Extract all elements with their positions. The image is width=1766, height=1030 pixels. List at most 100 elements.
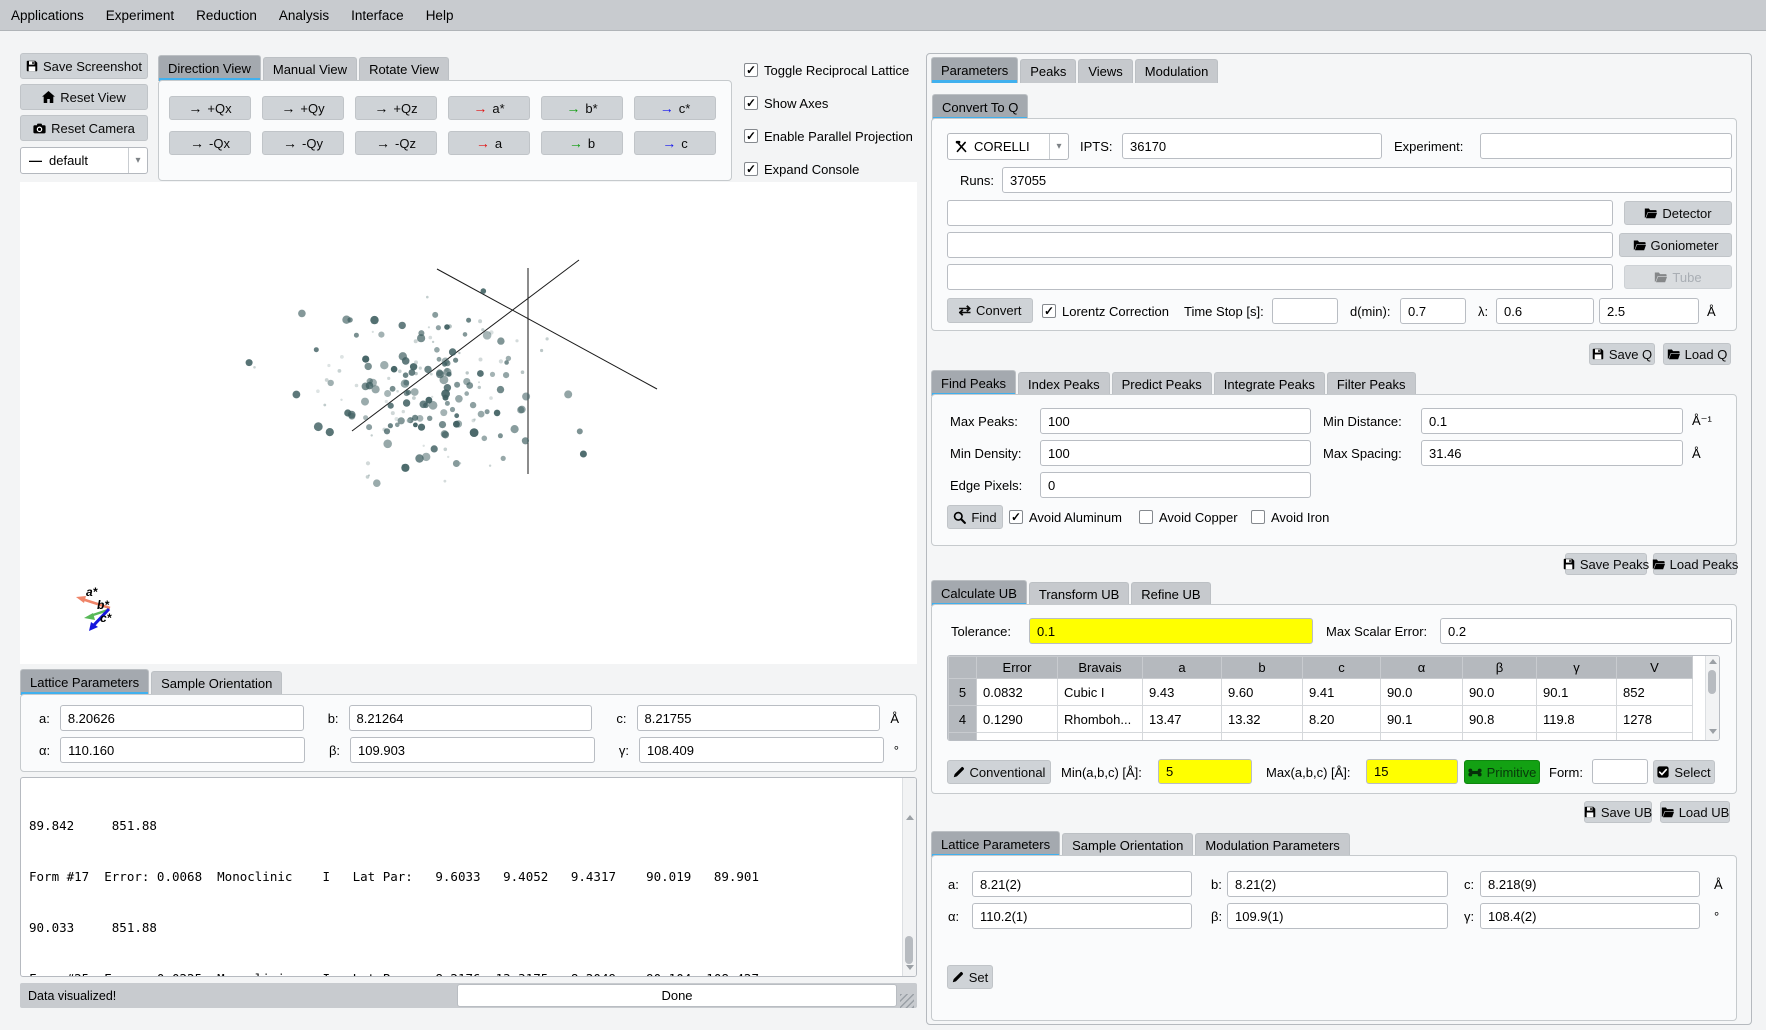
table-row[interactable]: 5 0.0832 Cubic I 9.43 9.60 9.41 90.0 90.0 90… xyxy=(948,678,1693,706)
save-peaks-button[interactable]: Save Peaks xyxy=(1563,553,1649,575)
menu-applications[interactable]: Applications xyxy=(11,7,84,23)
select-button[interactable]: Select xyxy=(1653,760,1715,784)
gamma-field[interactable]: 108.4(2) xyxy=(1480,903,1700,929)
ipts-field[interactable]: 36170 xyxy=(1122,133,1382,159)
menu-interface[interactable]: Interface xyxy=(351,7,404,23)
view-c-star-button[interactable]: → c* xyxy=(634,96,716,120)
preset-combobox[interactable]: — default ▾ xyxy=(20,147,148,174)
tab-views[interactable]: Views xyxy=(1078,59,1133,83)
find-button[interactable]: Find xyxy=(947,505,1003,529)
min-distance-field[interactable]: 0.1 xyxy=(1421,408,1683,434)
save-q-button[interactable]: Save Q xyxy=(1589,343,1655,365)
view-b-button[interactable]: → b xyxy=(541,131,623,155)
scroll-up-icon[interactable] xyxy=(905,815,914,820)
edge-pixels-field[interactable]: 0 xyxy=(1040,472,1311,498)
view-a-star-button[interactable]: → a* xyxy=(448,96,530,120)
max-scalar-error-field[interactable]: 0.2 xyxy=(1440,618,1732,644)
tab-peaks[interactable]: Peaks xyxy=(1020,59,1077,83)
tab-predict-peaks[interactable]: Predict Peaks xyxy=(1111,372,1212,396)
scroll-down-icon[interactable] xyxy=(905,965,914,970)
avoid-iron-checkbox[interactable]: Avoid Iron xyxy=(1251,504,1329,530)
view-c-button[interactable]: → c xyxy=(634,131,716,155)
view-plus-qx-button[interactable]: → +Qx xyxy=(169,96,251,120)
view-minus-qz-button[interactable]: → -Qz xyxy=(355,131,437,155)
scroll-down-icon[interactable] xyxy=(1708,729,1717,734)
instrument-combobox[interactable]: CORELLI ▾ xyxy=(947,133,1069,160)
detector-file-field[interactable] xyxy=(947,200,1613,226)
detector-button[interactable]: Detector xyxy=(1624,201,1732,225)
toggle-reciprocal-lattice-checkbox[interactable]: ✓ Toggle Reciprocal Lattice xyxy=(744,62,910,78)
tab-parameters[interactable]: Parameters xyxy=(931,57,1019,83)
beta-field[interactable]: 109.903 xyxy=(350,737,595,763)
conventional-button[interactable]: Conventional xyxy=(947,760,1051,784)
tube-file-field[interactable] xyxy=(947,264,1613,290)
min-density-field[interactable]: 100 xyxy=(1040,440,1311,466)
tab-index-peaks[interactable]: Index Peaks xyxy=(1018,372,1110,396)
menu-help[interactable]: Help xyxy=(425,7,454,23)
lambda-max-field[interactable]: 2.5 xyxy=(1599,298,1699,324)
show-axes-checkbox[interactable]: ✓ Show Axes xyxy=(744,95,829,111)
convert-button[interactable]: ⇄ Convert xyxy=(947,298,1033,323)
goniometer-button[interactable]: Goniometer xyxy=(1619,233,1732,257)
tab-transform-ub[interactable]: Transform UB xyxy=(1028,582,1130,606)
view-minus-qx-button[interactable]: → -Qx xyxy=(169,131,251,155)
a-field[interactable]: 8.20626 xyxy=(59,705,304,731)
menu-experiment[interactable]: Experiment xyxy=(105,7,175,23)
view-plus-qy-button[interactable]: → +Qy xyxy=(262,96,344,120)
view-plus-qz-button[interactable]: → +Qz xyxy=(355,96,437,120)
max-spacing-field[interactable]: 31.46 xyxy=(1421,440,1683,466)
save-screenshot-button[interactable]: Save Screenshot xyxy=(20,53,148,79)
beta-field[interactable]: 109.9(1) xyxy=(1227,903,1448,929)
max-peaks-field[interactable]: 100 xyxy=(1040,408,1311,434)
menu-analysis[interactable]: Analysis xyxy=(278,7,330,23)
reset-camera-button[interactable]: Reset Camera xyxy=(20,115,148,141)
b-field[interactable]: 8.21264 xyxy=(348,705,593,731)
goniometer-file-field[interactable] xyxy=(947,232,1613,258)
menu-reduction[interactable]: Reduction xyxy=(196,7,257,23)
c-field[interactable]: 8.218(9) xyxy=(1480,871,1700,897)
view-b-star-button[interactable]: → b* xyxy=(541,96,623,120)
tab-lattice-parameters[interactable]: Lattice Parameters xyxy=(20,669,150,695)
tab-sample-orientation-right[interactable]: Sample Orientation xyxy=(1062,833,1194,857)
tolerance-field[interactable]: 0.1 xyxy=(1029,618,1313,644)
enable-parallel-projection-checkbox[interactable]: ✓ Enable Parallel Projection xyxy=(744,128,913,144)
load-q-button[interactable]: Load Q xyxy=(1663,343,1731,365)
tab-direction-view[interactable]: Direction View xyxy=(158,55,261,81)
time-stop-field[interactable] xyxy=(1272,298,1338,324)
alpha-field[interactable]: 110.2(1) xyxy=(972,903,1192,929)
min-abc-field[interactable]: 5 xyxy=(1158,759,1252,784)
table-scrollbar[interactable] xyxy=(1705,656,1719,740)
tab-find-peaks[interactable]: Find Peaks xyxy=(931,370,1017,396)
tab-calculate-ub[interactable]: Calculate UB xyxy=(931,580,1027,606)
tab-manual-view[interactable]: Manual View xyxy=(262,57,358,81)
tab-refine-ub[interactable]: Refine UB xyxy=(1131,582,1211,606)
tab-modulation[interactable]: Modulation xyxy=(1134,59,1219,83)
view-a-button[interactable]: → a xyxy=(448,131,530,155)
console-scrollbar[interactable] xyxy=(902,778,916,976)
3d-viewport[interactable]: a* b* c* xyxy=(20,182,917,664)
tab-convert-to-q[interactable]: Convert To Q xyxy=(932,94,1029,120)
table-row[interactable] xyxy=(948,732,1693,740)
tab-sample-orientation[interactable]: Sample Orientation xyxy=(151,671,283,695)
table-scroll-thumb[interactable] xyxy=(1708,670,1716,694)
tab-modulation-parameters[interactable]: Modulation Parameters xyxy=(1195,833,1350,857)
primitive-button[interactable]: Primitive xyxy=(1464,760,1540,784)
scroll-up-icon[interactable] xyxy=(1708,659,1717,664)
avoid-aluminum-checkbox[interactable]: ✓ Avoid Aluminum xyxy=(1009,509,1122,525)
view-minus-qy-button[interactable]: → -Qy xyxy=(262,131,344,155)
lambda-min-field[interactable]: 0.6 xyxy=(1496,298,1594,324)
experiment-field[interactable] xyxy=(1480,133,1732,159)
reset-view-button[interactable]: Reset View xyxy=(20,84,148,110)
tab-rotate-view[interactable]: Rotate View xyxy=(359,57,449,81)
dmin-field[interactable]: 0.7 xyxy=(1400,298,1466,324)
expand-console-checkbox[interactable]: ✓ Expand Console xyxy=(744,161,860,177)
lorentz-correction-checkbox[interactable]: ✓ Lorentz Correction xyxy=(1042,303,1169,319)
console-scroll-thumb[interactable] xyxy=(905,936,913,964)
c-field[interactable]: 8.21755 xyxy=(636,705,881,731)
save-ub-button[interactable]: Save UB xyxy=(1584,801,1652,823)
load-peaks-button[interactable]: Load Peaks xyxy=(1652,553,1738,575)
resize-grip-icon[interactable] xyxy=(900,994,914,1008)
max-abc-field[interactable]: 15 xyxy=(1366,759,1458,784)
table-row[interactable]: 4 0.1290 Rhomboh... 13.47 13.32 8.20 90.1 9… xyxy=(948,705,1693,733)
runs-field[interactable]: 37055 xyxy=(1002,167,1732,193)
